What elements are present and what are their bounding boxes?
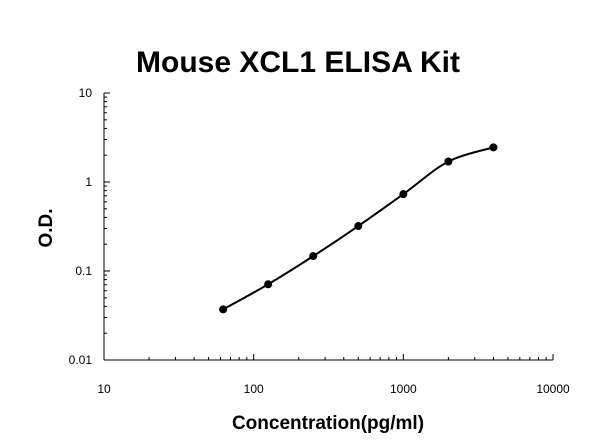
x-axis-tick-labels: 10 100 1000 10000 [97,382,570,396]
x-tick-label: 100 [244,382,264,396]
chart-title: Mouse XCL1 ELISA Kit [136,46,460,79]
x-tick-label: 10 [97,382,111,396]
y-tick-label: 1 [85,175,92,189]
x-axis-label: Concentration(pg/ml) [232,413,424,434]
x-tick-label: 10000 [536,382,570,396]
y-axis-tick-labels: 0.01 0.1 1 10 [69,86,93,367]
data-point [219,305,228,314]
data-point [309,252,318,261]
x-axis-ticks [103,354,554,360]
y-axis-label: O.D. [36,208,57,247]
data-point [489,143,498,152]
data-point [264,280,273,289]
data-points [219,143,498,314]
y-tick-label: 10 [79,86,93,100]
y-axis-ticks [104,92,110,361]
plot-area: 0.01 0.1 1 10 10 100 1000 10000 [69,86,570,396]
data-point [399,190,408,199]
data-point [444,157,453,166]
x-tick-label: 1000 [390,382,417,396]
data-point [354,222,363,231]
y-tick-label: 0.1 [75,264,92,278]
y-tick-label: 0.01 [69,353,93,367]
